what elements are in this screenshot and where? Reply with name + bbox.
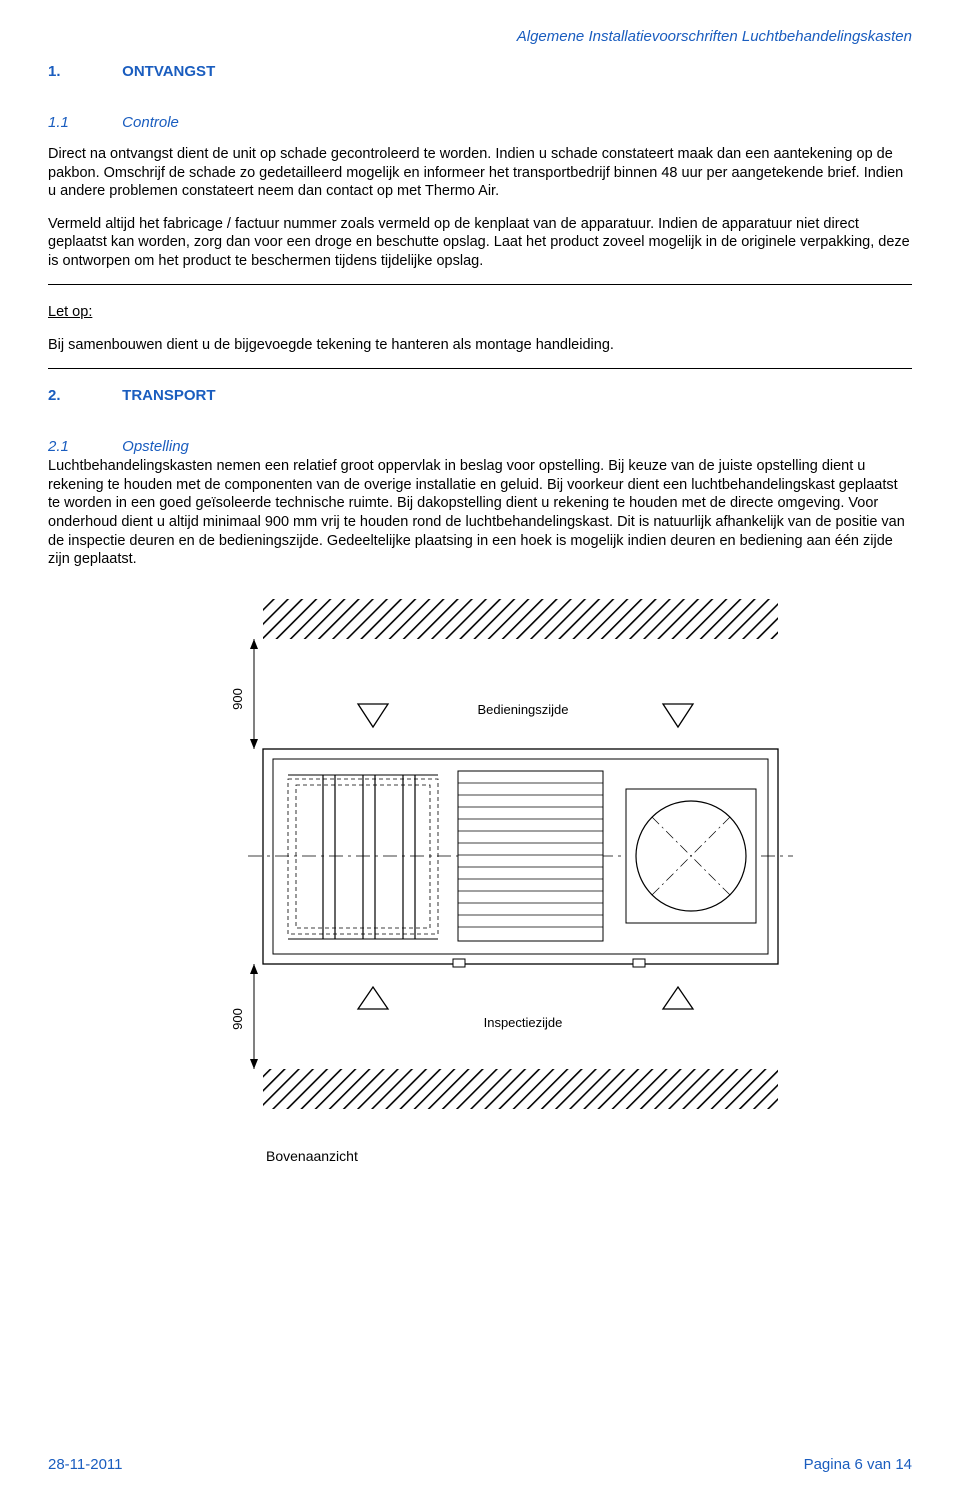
page: Algemene Installatievoorschriften Luchtb…	[0, 0, 960, 1495]
section-2-heading: 2. TRANSPORT	[48, 387, 912, 404]
note-body: Bij samenbouwen dient u de bijgevoegde t…	[48, 336, 912, 355]
footer: 28-11-2011 Pagina 6 van 14	[48, 1456, 912, 1473]
section-1-1-title: Controle	[122, 114, 179, 131]
section-1-num: 1.	[48, 63, 118, 80]
diagram-bottom-label: Inspectiezijde	[484, 1015, 563, 1030]
footer-date: 28-11-2011	[48, 1456, 123, 1473]
section-1-1-num: 1.1	[48, 114, 118, 131]
divider	[48, 368, 912, 369]
section-2-1-num: 2.1	[48, 438, 118, 455]
doc-title: Algemene Installatievoorschriften Luchtb…	[48, 28, 912, 45]
section-2-num: 2.	[48, 387, 118, 404]
section-2-1-title: Opstelling	[122, 438, 189, 455]
diagram-svg: 900 Bedieningszijde	[188, 599, 808, 1119]
clearance-bottom-value: 900	[230, 1008, 245, 1030]
section-1-heading: 1. ONTVANGST	[48, 63, 912, 80]
note-label: Let op:	[48, 304, 92, 320]
section-1-p2: Vermeld altijd het fabricage / factuur n…	[48, 215, 912, 271]
section-2-p1: Luchtbehandelingskasten nemen een relati…	[48, 457, 912, 568]
section-1-1-heading: 1.1 Controle	[48, 114, 912, 131]
section-2-1-heading: 2.1 Opstelling	[48, 438, 912, 455]
clearance-top-value: 900	[230, 688, 245, 710]
footer-page: Pagina 6 van 14	[804, 1456, 912, 1473]
clearance-diagram: 900 Bedieningszijde	[188, 599, 808, 1164]
section-1-title: ONTVANGST	[122, 63, 215, 80]
diagram-top-label: Bedieningszijde	[477, 702, 568, 717]
section-2-title: TRANSPORT	[122, 387, 215, 404]
divider	[48, 284, 912, 285]
note: Let op:	[48, 303, 912, 322]
section-1-p1: Direct na ontvangst dient de unit op sch…	[48, 145, 912, 201]
diagram-caption: Bovenaanzicht	[266, 1148, 808, 1164]
